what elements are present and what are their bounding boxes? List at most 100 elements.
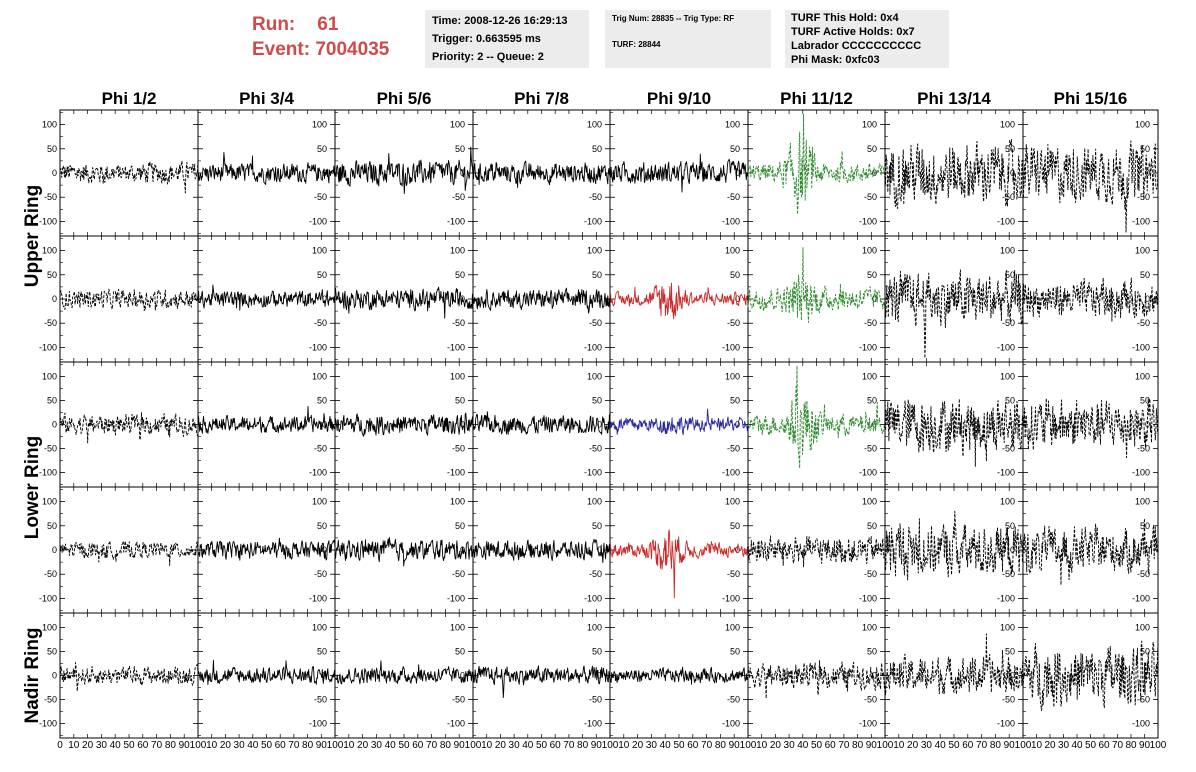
x-tick-label: 20 (220, 740, 232, 751)
x-tick-label: 60 (137, 740, 149, 751)
x-tick-label: 30 (234, 740, 246, 751)
y-tick-label: 100 (1000, 120, 1015, 130)
x-tick-label: 60 (825, 740, 837, 751)
y-tick-label: 100 (450, 497, 465, 507)
labrador-line: Labrador CCCCCCCCCC (791, 40, 922, 52)
x-tick-label: 80 (440, 740, 452, 751)
run-event-label: Run: 61 Event: 7004035 (252, 12, 422, 62)
x-tick-label: 40 (110, 740, 122, 751)
x-tick-label: 20 (357, 740, 369, 751)
y-tick-label: -100 (39, 216, 57, 226)
x-tick-label: 30 (96, 740, 108, 751)
y-tick-label: 0 (1010, 420, 1015, 430)
y-tick-label: 50 (47, 646, 57, 656)
x-tick-label: 30 (646, 740, 658, 751)
y-tick-label: -50 (314, 192, 327, 202)
waveform-trace (59, 540, 199, 566)
y-tick-label: 50 (317, 521, 327, 531)
y-tick-label: 0 (872, 671, 877, 681)
y-tick-label: 0 (597, 671, 602, 681)
x-tick-label: 70 (1112, 740, 1124, 751)
y-tick-label: -100 (1132, 593, 1150, 603)
waveform-trace (197, 537, 336, 561)
y-tick-label: 100 (725, 497, 740, 507)
y-tick-label: 100 (1135, 246, 1150, 256)
y-tick-label: 50 (47, 144, 57, 154)
y-tick-label: -50 (589, 569, 602, 579)
waveform-trace (334, 412, 474, 437)
y-tick-label: -100 (447, 719, 465, 729)
y-tick-label: -100 (309, 468, 327, 478)
y-tick-label: -50 (44, 192, 57, 202)
y-tick-label: -100 (997, 593, 1015, 603)
y-tick-label: 50 (592, 270, 602, 280)
y-tick-label: -100 (447, 593, 465, 603)
waveform-trace (609, 408, 749, 436)
waveform-trace (1022, 517, 1159, 586)
x-tick-label: 90 (729, 740, 741, 751)
y-tick-label: 0 (460, 671, 465, 681)
y-tick-label: -50 (727, 318, 740, 328)
x-tick-label: 100 (327, 740, 344, 751)
phi-mask-line: Phi Mask: 0xfc03 (791, 54, 880, 66)
waveform-trace (472, 538, 611, 564)
x-tick-label: 80 (1125, 740, 1137, 751)
y-tick-label: 0 (52, 420, 57, 430)
run-label: Run: (252, 14, 296, 35)
y-tick-label: 100 (1000, 622, 1015, 632)
y-tick-label: -50 (314, 695, 327, 705)
waveform-trace (334, 537, 474, 567)
priority-line: Priority: 2 -- Queue: 2 (432, 51, 544, 63)
y-tick-label: 50 (455, 646, 465, 656)
y-tick-label: 0 (52, 294, 57, 304)
x-tick-label: 100 (602, 740, 619, 751)
x-tick-label: 50 (261, 740, 273, 751)
x-tick-label: 80 (577, 740, 589, 751)
waveform-trace (1022, 640, 1159, 712)
x-tick-label: 10 (618, 740, 630, 751)
y-tick-label: 100 (42, 246, 57, 256)
x-tick-label: 10 (756, 740, 768, 751)
y-tick-label: 50 (867, 521, 877, 531)
y-tick-label: -50 (452, 695, 465, 705)
x-tick-label: 90 (454, 740, 466, 751)
x-tick-label: 50 (673, 740, 685, 751)
waveform-trace (609, 529, 749, 599)
y-tick-label: 0 (52, 671, 57, 681)
waveform-trace (472, 160, 611, 188)
x-tick-label: 50 (1085, 740, 1097, 751)
y-tick-label: 100 (42, 120, 57, 130)
x-tick-label: 50 (123, 740, 135, 751)
y-tick-label: 50 (592, 521, 602, 531)
y-tick-label: 100 (42, 371, 57, 381)
panel-frame (59, 109, 199, 237)
x-tick-label: 60 (412, 740, 424, 751)
waveform-trace (59, 288, 199, 312)
waveform-trace (472, 411, 611, 435)
y-tick-label: -50 (1137, 444, 1150, 454)
y-tick-label: -100 (1132, 216, 1150, 226)
y-tick-label: -100 (859, 593, 877, 603)
y-tick-label: 50 (867, 270, 877, 280)
y-tick-label: 0 (52, 168, 57, 178)
y-tick-label: -100 (722, 342, 740, 352)
column-header: Phi 11/12 (780, 89, 853, 108)
y-tick-label: -50 (1002, 695, 1015, 705)
y-tick-label: 100 (725, 371, 740, 381)
y-tick-label: 0 (872, 294, 877, 304)
x-tick-label: 40 (797, 740, 809, 751)
y-tick-label: -100 (584, 719, 602, 729)
y-tick-label: -50 (589, 695, 602, 705)
x-tick-label: 50 (948, 740, 960, 751)
x-tick-label: 80 (165, 740, 177, 751)
waveform-trace (1022, 397, 1159, 459)
y-tick-label: 100 (725, 622, 740, 632)
y-tick-label: -100 (859, 216, 877, 226)
y-tick-label: 100 (450, 622, 465, 632)
x-tick-label: 90 (179, 740, 191, 751)
y-tick-label: 100 (1000, 371, 1015, 381)
y-tick-label: 50 (867, 646, 877, 656)
y-tick-label: 50 (730, 270, 740, 280)
y-tick-label: 100 (312, 120, 327, 130)
waveform-trace (197, 284, 336, 311)
